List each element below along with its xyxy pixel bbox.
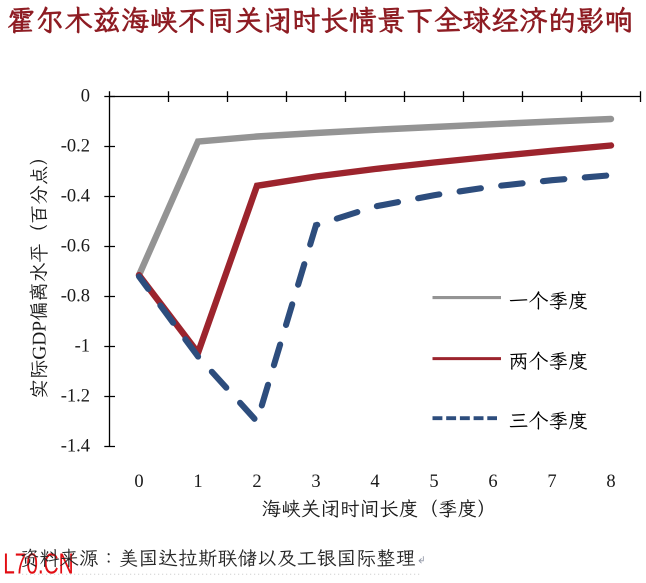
svg-text:-0.2: -0.2 bbox=[61, 137, 90, 157]
svg-text:-0.6: -0.6 bbox=[61, 237, 90, 257]
svg-text:7: 7 bbox=[547, 472, 556, 492]
svg-text:-1.2: -1.2 bbox=[61, 387, 90, 407]
svg-text:8: 8 bbox=[606, 472, 615, 492]
svg-text:0: 0 bbox=[134, 472, 143, 492]
svg-text:-0.8: -0.8 bbox=[61, 287, 90, 307]
svg-text:-1.4: -1.4 bbox=[61, 437, 90, 457]
svg-text:-0.4: -0.4 bbox=[61, 187, 90, 207]
svg-text:-1: -1 bbox=[75, 337, 90, 357]
svg-text:0: 0 bbox=[81, 87, 90, 107]
svg-text:3: 3 bbox=[311, 472, 320, 492]
svg-text:4: 4 bbox=[370, 472, 379, 492]
svg-text:2: 2 bbox=[252, 472, 261, 492]
svg-text:1: 1 bbox=[193, 472, 202, 492]
svg-text:6: 6 bbox=[488, 472, 497, 492]
svg-text:5: 5 bbox=[429, 472, 438, 492]
